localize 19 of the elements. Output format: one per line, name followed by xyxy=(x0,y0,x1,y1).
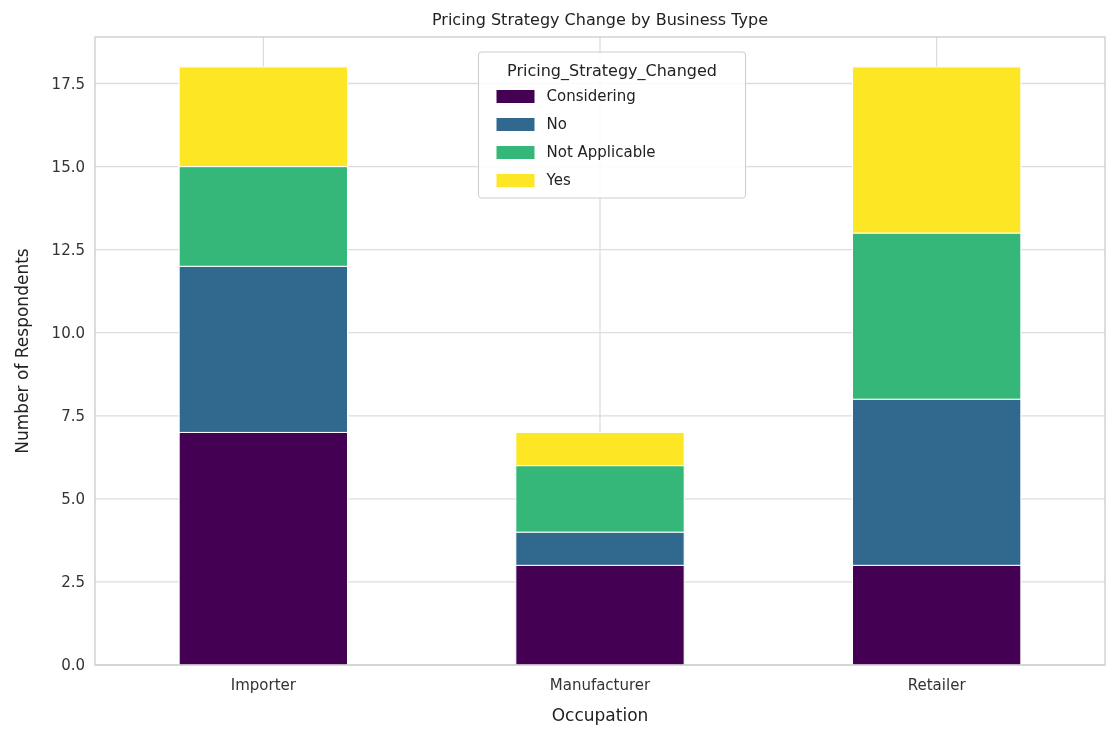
legend-title: Pricing_Strategy_Changed xyxy=(507,61,717,81)
x-tick-label: Importer xyxy=(230,676,297,694)
y-tick-label: 7.5 xyxy=(61,407,85,426)
y-tick-label: 17.5 xyxy=(51,74,85,93)
x-axis-title: Occupation xyxy=(551,705,649,725)
chart-title: Pricing Strategy Change by Business Type xyxy=(431,10,769,29)
x-tick-label: Retailer xyxy=(907,676,967,694)
legend-label: Considering xyxy=(546,87,636,106)
y-tick-label: 2.5 xyxy=(61,573,85,592)
legend-label: Yes xyxy=(545,171,571,190)
y-tick-label: 0.0 xyxy=(61,656,85,675)
y-tick-label: 5.0 xyxy=(61,490,85,509)
y-tick-label: 10.0 xyxy=(51,323,85,342)
y-tick-label: 12.5 xyxy=(51,240,85,259)
legend-label: Not Applicable xyxy=(546,143,656,162)
legend-label: No xyxy=(546,115,567,134)
y-axis-title: Number of Respondents xyxy=(12,248,32,454)
x-tick-label: Manufacturer xyxy=(549,676,652,694)
y-tick-label: 15.0 xyxy=(51,157,85,176)
